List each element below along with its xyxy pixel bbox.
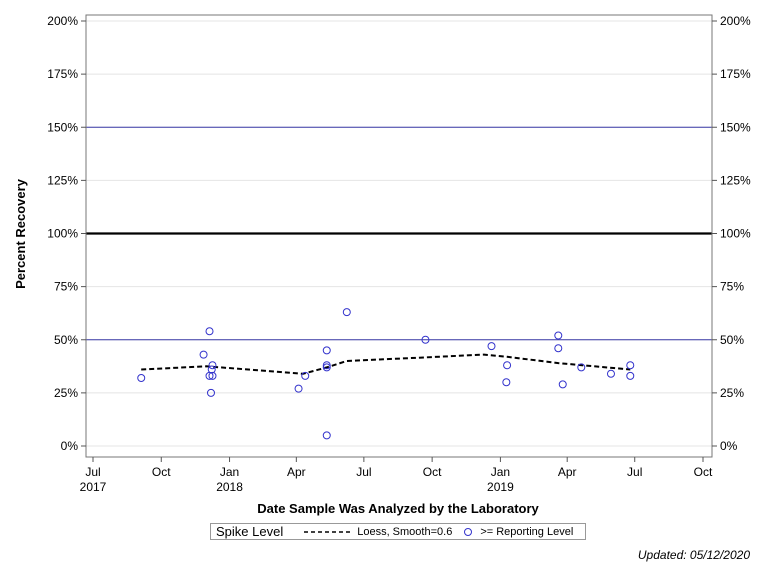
x-tick-label: Jul [85,465,100,479]
data-point [205,327,214,336]
y-tick-label: 175% [47,67,78,81]
circle-marker-icon [464,527,473,536]
dashed-line-icon [304,530,351,533]
data-point [208,371,217,380]
reference-lines [86,126,712,341]
x-tick-year-label: 2019 [487,480,514,494]
data-point [301,371,310,380]
data-point [554,331,563,340]
y-tick-label: 200% [720,14,751,28]
legend-item-loess: Loess, Smooth=0.6 [303,526,452,538]
data-point [342,308,351,317]
data-point [558,380,567,389]
data-point [421,335,430,344]
y-tick-label: 0% [720,439,738,453]
loess-line [141,353,631,375]
x-tick-label: Jan [491,465,510,479]
x-tick-label: Jul [627,465,642,479]
data-point [206,388,215,397]
y-tick-label: 200% [47,14,78,28]
x-tick-label: Jan [220,465,239,479]
data-point [207,365,216,374]
data-point [199,350,208,359]
x-tick-label: Oct [423,465,442,479]
legend-item-points: >= Reporting Level [462,526,573,538]
legend-points-label: >= Reporting Level [480,525,574,538]
data-point [606,369,615,378]
data-point [322,361,331,370]
data-point [626,361,635,370]
data-point [487,342,496,351]
y-tick-label: 125% [47,173,78,187]
x-tick-year-label: 2018 [216,480,243,494]
y-tick-label: 150% [720,120,751,134]
plot-area [85,14,713,458]
y-tick-label: 25% [54,386,78,400]
y-tick-label: 100% [47,227,78,241]
y-axis-label: Percent Recovery [13,178,28,289]
x-tick-label: Oct [694,465,713,479]
y-tick-label: 100% [720,227,751,241]
x-tick-year-label: 2017 [80,480,107,494]
data-point [554,344,563,353]
data-point [208,361,217,370]
y-tick-label: 75% [720,280,744,294]
y-tick-label: 50% [720,333,744,347]
data-point [322,363,331,372]
y-tick-label: 175% [720,67,751,81]
loess-line-group [141,353,631,375]
data-point [503,361,512,370]
x-tick-label: Oct [152,465,171,479]
legend: Spike Level Loess, Smooth=0.6 >= Reporti… [210,523,586,540]
y-tick-label: 150% [47,120,78,134]
data-point [322,346,331,355]
data-point [322,431,331,440]
y-axis-right: 0% 25% 50% 75% 100% 125% 150% 175% 200% [712,14,751,453]
data-point [577,363,586,372]
data-point [137,374,146,382]
x-tick-label: Jul [356,465,371,479]
x-axis-label: Date Sample Was Analyzed by the Laborato… [257,501,539,516]
y-tick-label: 75% [54,280,78,294]
y-tick-label: 125% [720,173,751,187]
legend-title: Spike Level [216,524,284,539]
data-point [294,384,303,393]
x-tick-label: Apr [558,465,577,479]
y-axis-left: 0% 25% 50% 75% 100% 125% 150% 175% 200% [47,14,86,453]
legend-loess-label: Loess, Smooth=0.6 [357,525,453,538]
y-tick-label: 25% [720,386,744,400]
data-point [502,378,511,387]
x-tick-label: Apr [287,465,306,479]
y-tick-label: 50% [54,333,78,347]
data-points-group [137,308,635,440]
updated-timestamp: Updated: 05/12/2020 [637,548,750,562]
data-point [626,371,635,380]
y-tick-label: 0% [61,439,79,453]
